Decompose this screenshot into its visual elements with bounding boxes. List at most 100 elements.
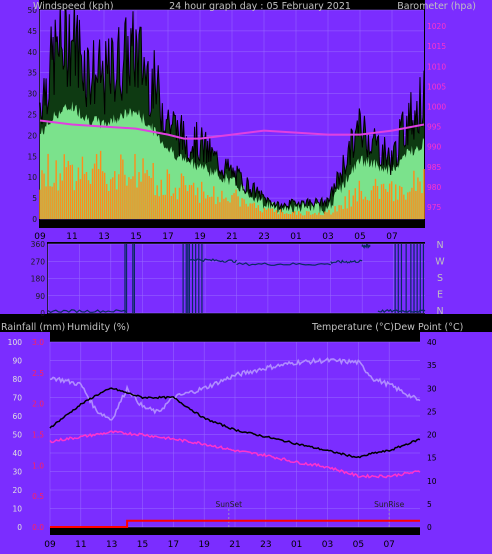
barometer-axis-label: Barometer (hpa) [397, 1, 476, 12]
graph-title: 24 hour graph day : 05 February 2021 [169, 1, 351, 12]
xaxis-band-top [39, 228, 425, 242]
temperature-x-tick: 21 [229, 540, 240, 550]
temperature-x-tick: 19 [198, 540, 210, 550]
temperature-y-tick: 30 [427, 384, 437, 393]
dewpoint-line [49, 430, 421, 479]
direction-y-tick: 0 [40, 309, 45, 318]
humidity-y-tick: 0 [17, 523, 22, 532]
wind-direction-line [47, 309, 127, 314]
rainfall-y-tick: 1.5 [32, 431, 44, 440]
wind-speed-area [40, 101, 424, 219]
barometer-line [39, 119, 425, 140]
barometer-y-tick: 1010 [427, 62, 446, 71]
wind-y-tick: 10 [27, 173, 37, 182]
sunrise-label: SunRise [374, 500, 404, 509]
direction-y-tick: 90 [35, 292, 45, 301]
humidity-y-tick: 40 [12, 449, 22, 458]
wind-x-tick: 07 [386, 232, 397, 242]
barometer-y-tick: 1015 [427, 42, 446, 51]
wind-direction-line [361, 243, 371, 250]
rainfall-y-tick: 2.5 [32, 369, 44, 378]
barometer-y-tick: 975 [427, 203, 442, 212]
wind-y-tick: 50 [27, 6, 37, 15]
temperature-y-tick: 35 [427, 361, 437, 370]
wind-x-tick: 05 [354, 232, 365, 242]
direction-compass-label: E [437, 290, 443, 301]
left-band-mid [0, 242, 47, 314]
wind-x-tick: 23 [258, 232, 269, 242]
sunset-label: SunSet [216, 500, 243, 509]
rainfall-line [50, 519, 420, 528]
right-band-top [425, 0, 492, 242]
barometer-y-tick: 1020 [427, 22, 446, 31]
wind-x-tick: 19 [194, 232, 206, 242]
temperature-y-tick: 20 [427, 431, 437, 440]
wind-x-tick: 15 [130, 232, 141, 242]
humidity-y-tick: 10 [12, 505, 22, 514]
barometer-y-tick: 1005 [427, 82, 446, 91]
direction-y-tick: 360 [31, 240, 46, 249]
humidity-y-tick: 30 [12, 468, 22, 477]
wind-x-tick: 13 [98, 232, 109, 242]
temperature-x-tick: 07 [383, 540, 394, 550]
humidity-y-tick: 60 [12, 412, 22, 421]
wind-direction-line [189, 258, 238, 264]
direction-compass-label: N [436, 306, 443, 317]
barometer-y-tick: 990 [427, 143, 442, 152]
temperature-y-tick: 25 [427, 407, 437, 416]
rainfall-axis-label: Rainfall (mm) [1, 322, 65, 333]
wind-y-tick: 20 [27, 131, 37, 140]
temperature-y-tick: 0 [427, 523, 432, 532]
temperature-x-tick: 15 [137, 540, 148, 550]
left-band-bot [0, 332, 50, 554]
wind-y-tick: 35 [27, 69, 37, 78]
wind-x-tick: 03 [322, 232, 333, 242]
wind-y-tick: 30 [27, 90, 37, 99]
humidity-line [49, 357, 421, 421]
barometer-y-tick: 980 [427, 183, 442, 192]
wind-direction-line [236, 262, 331, 267]
wind-direction-line [330, 259, 363, 265]
wind-x-tick: 09 [34, 232, 46, 242]
barometer-y-tick: 995 [427, 123, 442, 132]
temperature-x-tick: 05 [353, 540, 364, 550]
temperature-x-tick: 03 [322, 540, 333, 550]
wind-gust-line [39, 0, 425, 210]
wind-y-tick: 0 [32, 215, 37, 224]
temperature-x-tick: 23 [260, 540, 271, 550]
wind-y-tick: 25 [27, 111, 37, 120]
right-band-bot [420, 332, 492, 554]
humidity-y-tick: 90 [12, 357, 22, 366]
left-band-top [0, 0, 39, 242]
temperature-x-tick: 13 [106, 540, 117, 550]
dewpoint-axis-label: Dew Point (°C) [394, 322, 463, 333]
direction-y-tick: 180 [31, 275, 46, 284]
wind-x-tick: 11 [66, 232, 77, 242]
humidity-y-tick: 50 [12, 431, 22, 440]
temperature-line [49, 387, 421, 459]
xaxis-band-bot [50, 535, 420, 554]
direction-compass-label: W [435, 257, 445, 268]
temperature-x-tick: 17 [168, 540, 179, 550]
direction-compass-label: N [436, 240, 443, 251]
temperature-y-tick: 5 [427, 500, 432, 509]
humidity-y-tick: 70 [12, 394, 22, 403]
wind-y-tick: 5 [32, 194, 37, 203]
wind-y-tick: 45 [27, 27, 37, 36]
wind-x-tick: 21 [226, 232, 237, 242]
temperature-y-tick: 40 [427, 338, 437, 347]
wind-y-tick: 15 [27, 152, 37, 161]
direction-y-tick: 270 [31, 257, 46, 266]
temperature-x-tick: 01 [291, 540, 302, 550]
rainfall-y-tick: 1.0 [32, 461, 44, 470]
wind-x-tick: 01 [290, 232, 301, 242]
humidity-y-tick: 20 [12, 486, 22, 495]
barometer-y-tick: 985 [427, 163, 442, 172]
humidity-axis-label: Humidity (%) [67, 322, 130, 333]
rainfall-y-tick: 0.5 [32, 492, 44, 501]
wind-y-tick: 40 [27, 48, 37, 57]
wind-x-tick: 17 [162, 232, 173, 242]
humidity-y-tick: 100 [8, 338, 23, 347]
temperature-x-tick: 09 [44, 540, 56, 550]
temperature-x-tick: 11 [75, 540, 86, 550]
